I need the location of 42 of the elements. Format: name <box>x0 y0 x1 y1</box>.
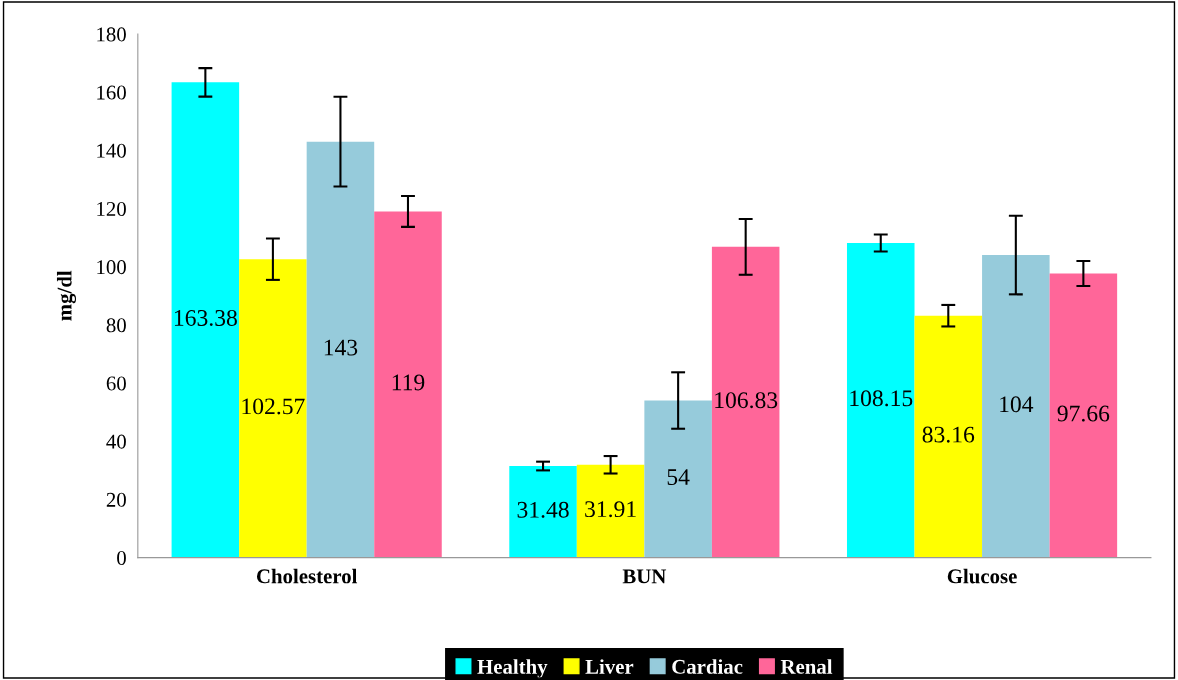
y-tick-label: 40 <box>106 434 126 449</box>
y-tick-label: 160 <box>97 85 126 100</box>
data-label: 54 <box>667 469 690 485</box>
data-label: 83.16 <box>922 426 975 443</box>
bar <box>914 315 983 558</box>
data-label: 119 <box>392 374 425 391</box>
legend-label: Renal <box>780 659 833 674</box>
y-tick-label: 60 <box>106 376 126 391</box>
legend-label: Cardiac <box>672 659 743 674</box>
bar <box>1049 273 1118 558</box>
legend-label: Liver <box>585 659 634 674</box>
data-label: 104 <box>1000 396 1034 413</box>
data-label: 163.38 <box>174 309 237 326</box>
bar <box>239 259 307 558</box>
data-label: 31.91 <box>585 501 636 518</box>
y-tick-label: 180 <box>97 27 126 42</box>
bar <box>711 246 780 558</box>
y-axis-title: mg/dl <box>56 270 77 321</box>
data-label: 31.48 <box>517 501 569 518</box>
y-tick-label: 20 <box>106 492 126 507</box>
y-tick-label: 140 <box>97 143 126 158</box>
x-tick-label: Glucose <box>947 568 1017 584</box>
legend-label: Healthy <box>477 659 548 679</box>
y-tick-label: 100 <box>97 260 126 275</box>
y-tick-label: 80 <box>106 318 126 333</box>
data-label: 102.57 <box>242 398 305 415</box>
bar <box>509 466 577 558</box>
data-label: 108.15 <box>850 390 913 407</box>
data-label: 97.66 <box>1057 405 1110 422</box>
data-label: 106.83 <box>715 392 778 409</box>
bar <box>374 211 442 558</box>
bar <box>644 400 712 558</box>
bar <box>171 82 240 558</box>
x-tick-label: Cholesterol <box>256 568 358 584</box>
bar <box>576 464 645 558</box>
x-tick-label: BUN <box>622 569 667 584</box>
bar <box>982 255 1050 558</box>
bar <box>306 141 375 558</box>
y-tick-label: 0 <box>117 550 126 566</box>
y-tick-label: 120 <box>97 201 126 216</box>
data-label: 143 <box>324 339 358 356</box>
bar <box>846 243 915 558</box>
